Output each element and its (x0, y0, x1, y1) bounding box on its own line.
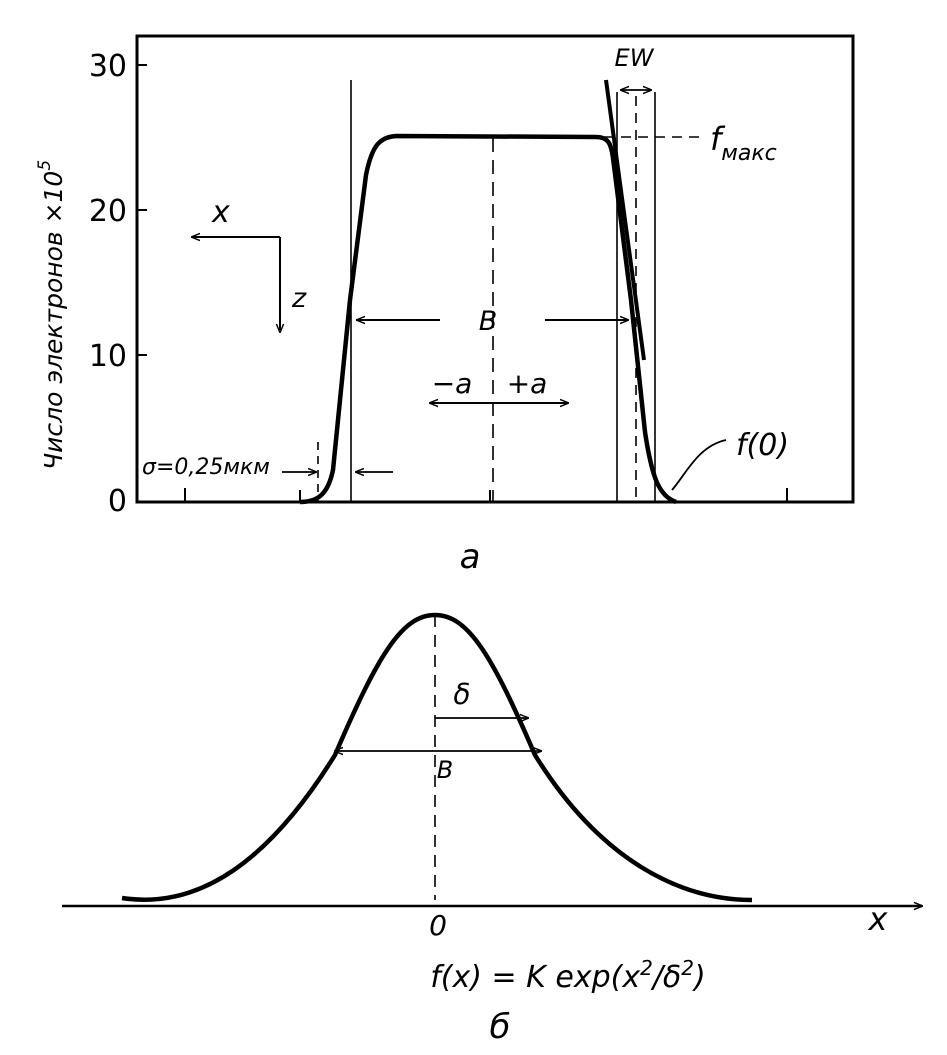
y-tick-label-30: 30 (89, 49, 127, 84)
electron-profile-curve (299, 133, 677, 505)
panel-a-frame (135, 34, 855, 504)
fmax-label: fмакс (710, 120, 777, 166)
panel-a-caption: a (460, 537, 481, 577)
plus-a-label: +a (507, 367, 548, 400)
axis-z-label: z (291, 283, 307, 314)
f0-label: f(0) (736, 428, 789, 463)
panel-b-caption: б (490, 1007, 511, 1047)
axis-x-label: x (211, 195, 230, 230)
y-axis-label: Число электронов ×105 (35, 160, 68, 470)
delta-label: δ (453, 678, 470, 711)
b-x-axis-label: x (868, 900, 889, 938)
y-tick-label-10: 10 (89, 339, 127, 374)
panel-b: x δ B 0 f(x) = K exp(x2/δ2) б (62, 612, 922, 1047)
edge-tangent-line (604, 79, 646, 361)
y-ticks (137, 64, 147, 356)
y-tick-label-0: 0 (108, 484, 127, 519)
ew-label: EW (615, 44, 655, 72)
b-label-b: B (437, 756, 453, 784)
panel-a: 30 20 10 0 Число электронов ×105 x z fма… (35, 34, 855, 577)
y-tick-label-20: 20 (89, 194, 127, 229)
gaussian-formula: f(x) = K exp(x2/δ2) (430, 956, 706, 995)
minus-a-label: −a (432, 367, 473, 400)
sigma-label: σ=0,25мкм (142, 455, 270, 480)
f0-leader-line (671, 439, 727, 491)
x-ticks (184, 488, 788, 502)
b-label-a: B (479, 306, 498, 337)
b-zero-label: 0 (429, 909, 447, 942)
